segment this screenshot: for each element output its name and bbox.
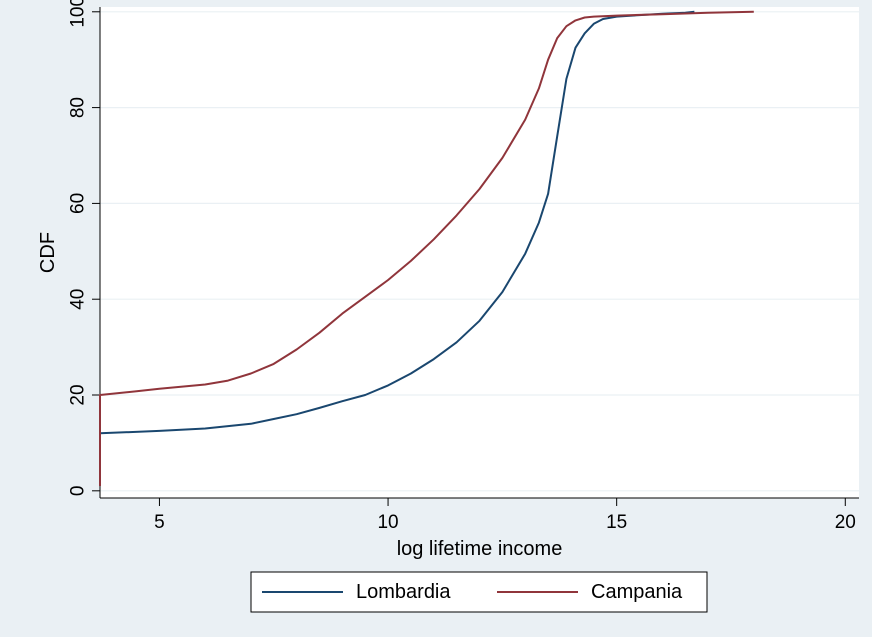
plot-area: [100, 7, 859, 498]
x-axis-title: log lifetime income: [397, 538, 563, 560]
axes: 5 10 15 20 0 20 40 60 80 100: [68, 0, 859, 533]
series-layer: [99, 10, 754, 486]
y-tick-label-60: 60: [68, 193, 89, 214]
legend-label-campania: Campania: [591, 581, 683, 603]
y-tick-label-80: 80: [68, 97, 89, 118]
x-tick-label-5: 5: [154, 512, 165, 533]
series-line-campania: [99, 10, 754, 486]
y-tick-label-0: 0: [68, 486, 89, 497]
series-line-lombardia: [99, 10, 695, 486]
legend: Lombardia Campania: [250, 571, 708, 613]
y-tick-label-40: 40: [68, 289, 89, 310]
y-tick-label-20: 20: [68, 384, 89, 405]
y-tick-label-100: 100: [68, 0, 89, 28]
x-tick-label-20: 20: [835, 512, 856, 533]
x-tick-label-15: 15: [606, 512, 627, 533]
y-axis-title: CDF: [37, 232, 59, 273]
x-tick-label-10: 10: [377, 512, 398, 533]
legend-label-lombardia: Lombardia: [356, 581, 451, 603]
